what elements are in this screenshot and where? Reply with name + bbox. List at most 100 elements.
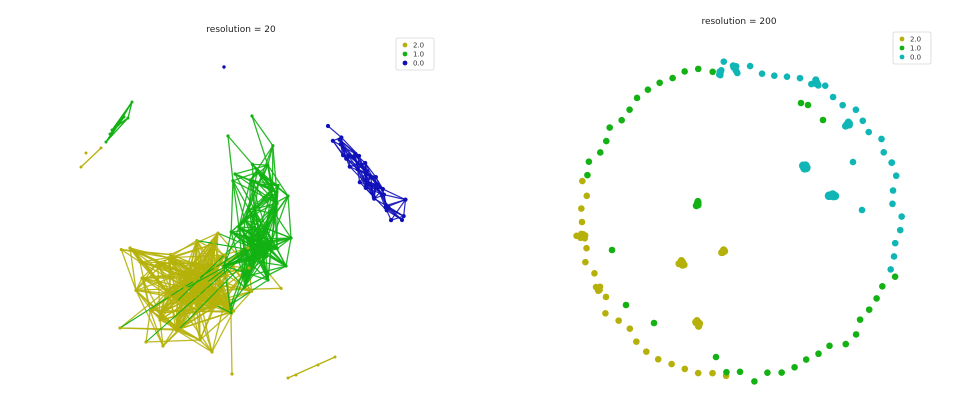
isolated-node-0 xyxy=(222,65,225,68)
ring-node-2 xyxy=(682,366,689,373)
panel-1-legend-label-2: 2.0 xyxy=(413,42,424,50)
cluster-2-node xyxy=(205,281,208,284)
cluster-2-node xyxy=(214,267,217,270)
cluster-1-node xyxy=(259,239,262,242)
cluster-2-node xyxy=(195,239,198,242)
cluster-1-node xyxy=(273,212,276,215)
cluster-2-node xyxy=(177,328,180,331)
cluster-1-node xyxy=(253,246,256,249)
ring-node-1 xyxy=(866,306,873,313)
cluster-1-node xyxy=(242,276,245,279)
ring-node-2 xyxy=(583,193,590,200)
inner-node-1 xyxy=(850,159,857,166)
ring-node-1 xyxy=(645,86,652,93)
cluster-1-node xyxy=(242,234,245,237)
cluster-0-node xyxy=(368,174,372,178)
cluster-2-node xyxy=(161,344,164,347)
small-component-1-edge xyxy=(106,118,128,142)
cluster-2-node xyxy=(194,295,197,298)
inner-node-1 xyxy=(609,247,616,254)
cluster-2-node xyxy=(186,277,189,280)
cluster-2-node xyxy=(198,273,201,276)
cluster-0-node xyxy=(385,208,389,212)
ring-node-2 xyxy=(633,338,640,345)
panel-1-legend-marker-1 xyxy=(403,52,408,57)
cluster-2-node xyxy=(197,310,200,313)
clump-node-0 xyxy=(716,68,722,74)
cluster-0-node xyxy=(353,152,357,156)
cluster-1-node xyxy=(256,249,259,252)
cluster-2-edge xyxy=(231,312,232,374)
ring-node-0 xyxy=(784,73,791,80)
panel-resolution-200: resolution = 200 2.0 1.0 0.0 xyxy=(573,17,931,385)
ring-node-1 xyxy=(791,364,798,371)
ring-node-0 xyxy=(888,159,895,166)
cluster-2-node xyxy=(246,246,249,249)
ring-node-2 xyxy=(578,205,585,212)
panel-1-legend-marker-2 xyxy=(403,43,408,48)
ring-node-2 xyxy=(602,310,609,317)
ring-node-0 xyxy=(892,240,899,247)
cluster-1-edge xyxy=(231,181,233,232)
cluster-0-node xyxy=(341,153,345,157)
cluster-0-edge xyxy=(383,189,406,200)
cluster-2-node xyxy=(183,272,186,275)
ring-node-1 xyxy=(586,158,593,165)
clump-node-2 xyxy=(677,259,684,266)
cluster-1-node xyxy=(231,179,234,182)
panel-2-legend-label-2: 2.0 xyxy=(910,36,921,44)
clump-node-0 xyxy=(812,76,819,83)
cluster-1-node xyxy=(248,208,251,211)
cluster-2-node xyxy=(165,289,168,292)
cluster-2-node xyxy=(192,273,195,276)
ring-node-1 xyxy=(695,66,702,73)
small-component-1-node xyxy=(105,141,108,144)
ring-node-0 xyxy=(853,106,860,113)
small-component-1-node xyxy=(123,116,126,119)
cluster-1-node xyxy=(256,171,259,174)
cluster-2-node xyxy=(118,326,121,329)
cluster-2-node xyxy=(144,340,147,343)
cluster-0-node xyxy=(363,161,367,165)
cluster-1-node xyxy=(262,175,265,178)
cluster-1-edge xyxy=(252,116,273,146)
ring-node-0 xyxy=(797,75,804,82)
ring-node-2 xyxy=(591,270,598,277)
cluster-2-edge xyxy=(163,329,179,346)
panel-2-legend-label-1: 1.0 xyxy=(910,45,921,53)
cluster-2-node xyxy=(134,289,137,292)
cluster-2-node xyxy=(197,277,200,280)
cluster-2-node xyxy=(185,286,188,289)
clump-node-0 xyxy=(799,162,807,170)
clump-node-0 xyxy=(730,64,737,71)
cluster-1-node xyxy=(226,134,229,137)
ring-node-2 xyxy=(579,178,586,185)
cluster-2-node xyxy=(224,297,227,300)
cluster-1-node xyxy=(233,172,236,175)
inner-node-1 xyxy=(820,117,827,124)
cluster-0-node xyxy=(402,214,406,218)
cluster-2-node xyxy=(218,289,221,292)
cluster-1-node xyxy=(255,234,258,237)
cluster-1-node xyxy=(243,286,246,289)
small-component-2-node xyxy=(80,166,83,169)
ring-node-1 xyxy=(709,68,716,75)
ring-node-0 xyxy=(889,201,896,208)
panel-2-legend-marker-0 xyxy=(900,55,905,60)
cluster-2-node xyxy=(158,318,161,321)
ring-node-2 xyxy=(668,361,675,368)
clump-node-2 xyxy=(597,287,603,293)
cluster-1-node xyxy=(289,236,292,239)
cluster-1-node xyxy=(286,194,289,197)
cluster-1-node xyxy=(252,241,255,244)
clump-node-2 xyxy=(692,319,699,326)
cluster-0-node xyxy=(364,186,368,190)
cluster-1-node xyxy=(269,246,272,249)
ring-node-1 xyxy=(634,95,641,102)
cluster-2-node xyxy=(279,287,282,290)
panel-1-title: resolution = 20 xyxy=(206,25,276,35)
ring-node-0 xyxy=(771,72,778,79)
cluster-0-node xyxy=(374,183,378,187)
inner-node-1 xyxy=(713,354,720,361)
